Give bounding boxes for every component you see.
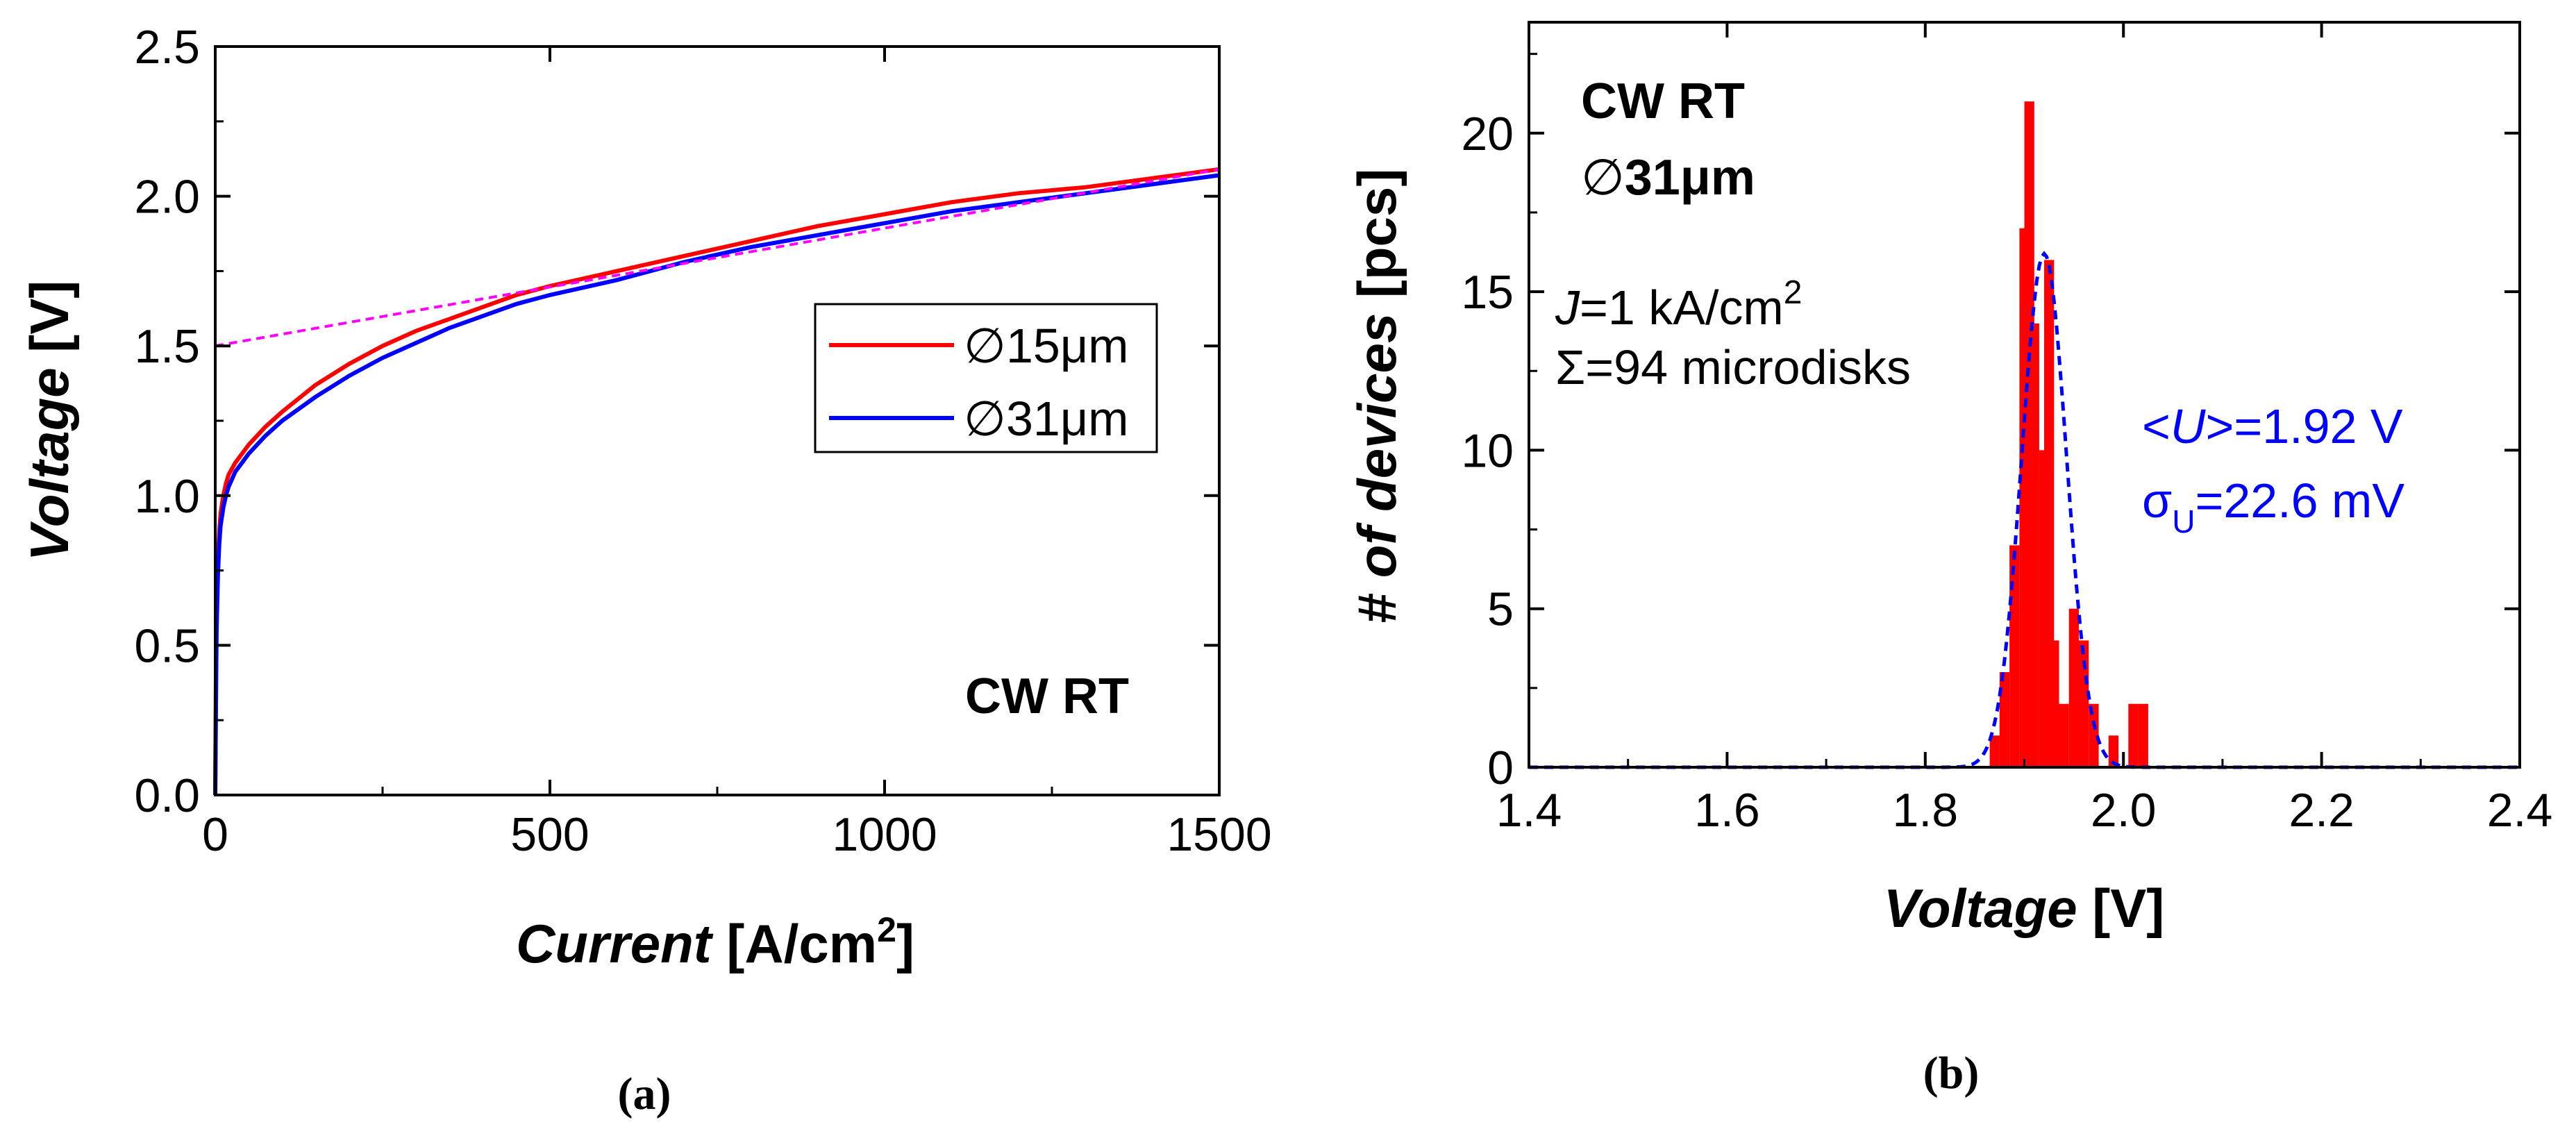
panel-a-ticks: 0 500 1000 1500 0.0 0.5 1.0 1.5 2.0 2.5: [134, 21, 1271, 861]
y-tick-label: 2.5: [134, 21, 200, 74]
y-tick-label: 1.5: [134, 320, 200, 373]
sigma-annotation: σU=22.6 mV: [2142, 474, 2404, 540]
panel-b-ticks: 1.4 1.6 1.8 2.0 2.2 2.4 0 5 10 15 20: [1461, 22, 2552, 837]
series-line-linear-fit: [215, 167, 1220, 348]
x-tick-label: 2.2: [2289, 784, 2355, 837]
panel-a-legend: ∅15μm ∅31μm: [814, 303, 1158, 453]
x-tick-label: 1.4: [1496, 784, 1562, 837]
panel-a-x-axis-label: Current [A/cm2]: [516, 910, 914, 974]
y-tick-label: 20: [1461, 108, 1514, 160]
y-tick-label: 10: [1461, 424, 1514, 477]
panel-b-cw-rt-annotation: CW RT: [1581, 74, 1745, 129]
y-tick-label: 0.5: [134, 619, 200, 672]
x-tick-label: 1500: [1166, 808, 1271, 861]
legend-label-15um: ∅15μm: [964, 319, 1128, 373]
panel-a-cw-rt-annotation: CW RT: [965, 669, 1129, 724]
histogram-bar: [2044, 260, 2055, 767]
histogram-bar: [2068, 608, 2079, 767]
histogram-bar: [1989, 735, 2000, 767]
histogram-bar: [2108, 735, 2119, 767]
y-tick-label: 0: [1487, 742, 1514, 794]
gaussian-fit-curve: [1529, 251, 2520, 769]
panel-a-series: [213, 167, 1220, 796]
y-tick-label: 15: [1461, 266, 1514, 319]
x-tick-label: 2.0: [2091, 784, 2157, 837]
histogram-bar: [1999, 672, 2010, 767]
x-tick-label: 1.8: [1893, 784, 1959, 837]
histogram-bar: [2049, 640, 2059, 767]
series-line-31um: [213, 173, 1220, 796]
current-density-annotation: J=1 kA/cm2: [1555, 274, 1802, 335]
x-tick-label: 2.4: [2487, 784, 2553, 837]
x-tick-label: 500: [510, 808, 589, 861]
panel-b-x-axis-label: Voltage [V]: [1884, 878, 2164, 939]
y-tick-label: 5: [1487, 583, 1514, 636]
histogram-bar: [2128, 703, 2139, 767]
panel-b-caption: (b): [1923, 1048, 1980, 1098]
histogram-bar: [2059, 703, 2069, 767]
legend-label-31um: ∅31μm: [964, 392, 1128, 446]
x-tick-label: 1.6: [1694, 784, 1760, 837]
panel-a-voltage-current: 0 500 1000 1500 0.0 0.5 1.0 1.5 2.0 2.5 CW RT ∅15…: [19, 21, 1272, 1119]
histogram-bar: [2138, 703, 2148, 767]
histogram-bar: [2009, 545, 2020, 767]
y-tick-label: 1.0: [134, 470, 200, 523]
mean-voltage-annotation: <U>=1.92 V: [2142, 399, 2403, 453]
legend-box: [814, 303, 1158, 453]
y-tick-label: 0.0: [134, 769, 200, 822]
histogram-bar: [2029, 323, 2039, 767]
x-tick-label: 1000: [832, 808, 937, 861]
panel-b-bars: [1989, 101, 2148, 768]
histogram-bar: [2079, 640, 2089, 767]
panel-b-diameter-annotation: ∅31μm: [1581, 150, 1755, 206]
panel-b-y-axis-label: # of devices [pcs]: [1346, 169, 1407, 624]
y-tick-label: 2.0: [134, 171, 200, 224]
x-tick-label: 0: [202, 808, 228, 861]
panel-a-y-axis-label: Voltage [V]: [19, 281, 80, 561]
panel-b-histogram: 1.4 1.6 1.8 2.0 2.2 2.4 0 5 10 15 20 CW RT ∅31μm J…: [1346, 21, 2552, 1098]
panel-a-caption: (a): [618, 1069, 671, 1119]
histogram-bar: [2089, 703, 2099, 767]
device-count-annotation: Σ=94 microdisks: [1555, 340, 1911, 394]
